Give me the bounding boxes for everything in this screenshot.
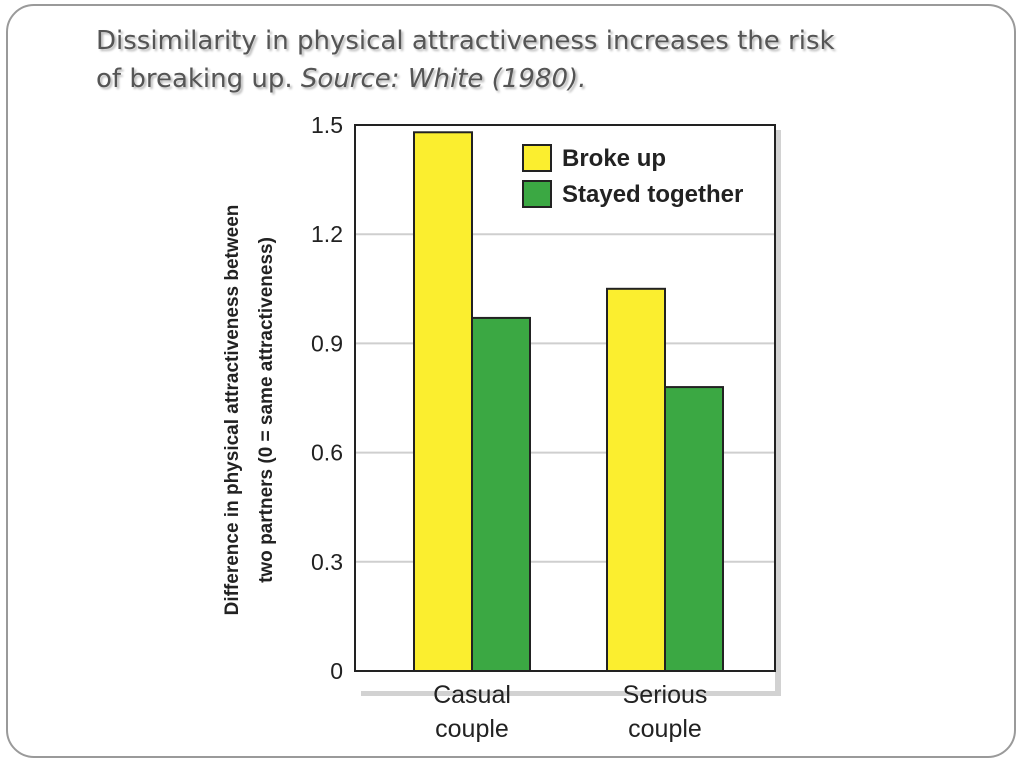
y-axis-label-line-1: Difference in physical attractiveness be… [222, 205, 243, 616]
y-tick-label: 0.3 [311, 549, 343, 575]
x-tick-label: Casual [433, 681, 511, 709]
bar-stayed-together [471, 316, 531, 672]
title-line-1: Dissimilarity in physical attractiveness… [96, 26, 835, 56]
y-tick-label: 1.2 [311, 221, 343, 247]
x-tick-label: Serious [623, 681, 708, 709]
bar-stayed-together [664, 386, 724, 672]
y-tick-label: 1.5 [311, 112, 343, 138]
x-tick-label: couple [628, 715, 702, 743]
plot-frame [354, 124, 776, 672]
y-tick-label: 0.6 [311, 440, 343, 466]
x-tick-labels: Casual couple Serious couple [433, 681, 707, 743]
bar-broke-up [413, 131, 473, 672]
chart-container: 0 0.3 0.6 0.9 1.2 1.5 Casual couple Serious coup… [200, 110, 820, 758]
bar-chart: 0 0.3 0.6 0.9 1.2 1.5 Casual couple Serious coup… [222, 112, 781, 743]
y-tick-label: 0 [330, 658, 343, 684]
legend-label: Stayed together [562, 181, 743, 208]
legend: Broke up Stayed together [522, 144, 743, 208]
x-tick-label: couple [435, 715, 509, 743]
y-axis-label-line-2: two partners (0 = same attractiveness) [256, 237, 277, 583]
y-tick-labels: 0 0.3 0.6 0.9 1.2 1.5 [311, 112, 343, 684]
legend-label: Broke up [562, 145, 666, 172]
source-citation: Source: White (1980). [300, 64, 587, 94]
bar-broke-up [606, 287, 666, 673]
slide-title: Dissimilarity in physical attractiveness… [96, 22, 956, 98]
title-line-2: of breaking up. [96, 64, 293, 94]
legend-swatch [522, 180, 552, 208]
legend-swatch [522, 144, 552, 172]
y-tick-label: 0.9 [311, 330, 343, 356]
